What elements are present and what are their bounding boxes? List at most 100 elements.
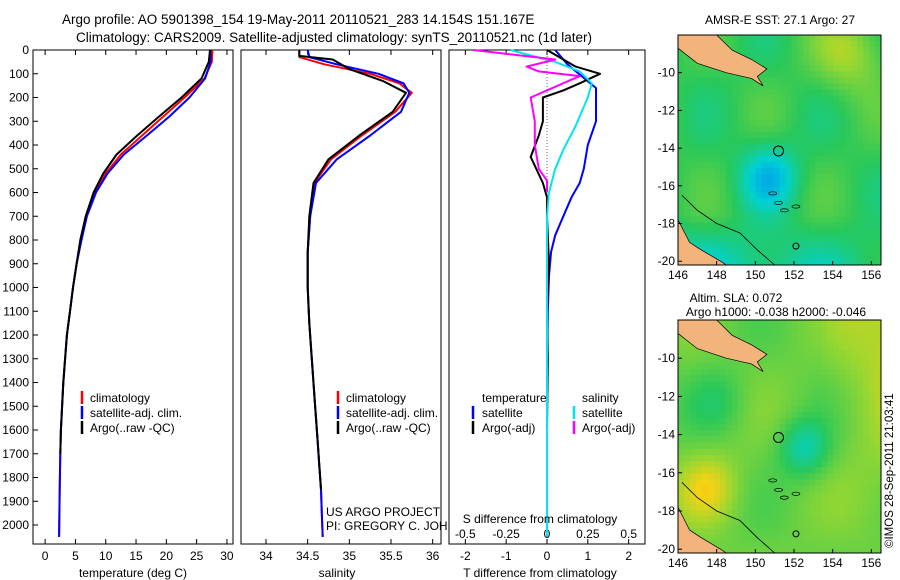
map-cell [821,35,828,42]
map-cell [803,77,810,84]
map-cell [857,113,864,121]
map-cell [827,424,834,431]
map-cell [845,107,852,115]
map-cell [833,510,840,517]
map-cell [695,192,703,199]
map-cell [845,418,852,425]
x-tick-label: 36 [426,549,440,563]
map-cell [719,479,727,486]
map-cell [713,424,721,431]
map-cell [713,174,721,181]
map-cell [851,162,858,169]
map-cell [821,497,828,505]
map-cell [713,150,721,157]
map-cell [725,381,733,388]
map-cell [857,252,864,260]
map-cell [869,95,876,102]
map-cell [779,107,786,115]
map-cell [869,375,876,382]
map-cell [785,150,792,157]
map-cell [851,252,858,260]
map-cell [725,454,733,462]
difference-xlabel: T difference from climatology [463,566,617,580]
map-cell [785,83,792,90]
map-cell [707,95,715,102]
map-cell [731,204,739,211]
map-cell [785,192,792,199]
map-cell [773,59,780,66]
map-cell [803,113,810,121]
map-cell [869,210,876,217]
map-cell [743,448,751,456]
map-cell [797,320,804,327]
map-cell [869,528,876,535]
map-cell [833,497,840,505]
map-cell [773,174,780,181]
map-cell [785,381,792,388]
map-cell [689,125,697,133]
map-cell [845,344,852,352]
map-cell [755,467,762,474]
map-cell [713,497,721,505]
map-cell [797,186,804,193]
map-cell [683,119,691,127]
map-cell [839,71,846,78]
map-cell [815,53,822,60]
map-cell [875,198,882,205]
map-cell [827,113,834,121]
map-cell [755,186,762,193]
map-cell [821,320,828,327]
map-cell [833,101,840,109]
map-cell [857,479,864,486]
map-cell [761,461,768,468]
map-cell [839,119,846,127]
map-cell [869,156,876,163]
map-cell [678,350,685,358]
map-cell [749,186,757,193]
map-cell [839,186,846,193]
map-cell [857,344,864,352]
map-cell [749,479,757,486]
map-cell [845,101,852,109]
legend-heading-salinity: salinity [582,391,619,405]
map-cell [791,53,798,60]
map-cell [773,326,780,333]
map-cell [767,204,774,211]
map-y-tick-label: -18 [658,504,676,518]
map-cell [767,430,774,437]
reef-island [791,204,801,209]
map-cell [713,246,721,254]
map-cell [815,137,822,145]
map-cell [875,35,882,42]
map-cell [683,350,691,358]
map-cell [755,405,762,413]
map-cell [785,344,792,352]
x-tick-label: 25 [190,549,204,563]
map-cell [678,497,685,505]
map-cell [857,411,864,419]
map-cell [743,326,751,333]
map-cell [785,369,792,376]
map-cell [731,113,739,121]
map-cell [719,186,727,193]
map-cell [701,89,709,96]
map-cell [809,393,816,401]
map-cell [797,83,804,90]
map-cell [845,326,852,333]
map-cell [707,369,715,376]
x-tick-label: 1 [584,549,591,563]
map-cell [851,131,858,139]
map-cell [869,252,876,260]
map-cell [737,89,745,96]
map-cell [869,186,876,193]
map-cell [809,473,816,480]
map-cell [803,448,810,456]
map-cell [731,387,739,394]
map-cell [701,240,709,248]
map-cell [701,216,709,224]
map-cell [779,113,786,121]
map-cell [695,107,703,115]
map-cell [833,228,840,236]
map-cell [863,344,870,352]
map-cell [863,95,870,102]
